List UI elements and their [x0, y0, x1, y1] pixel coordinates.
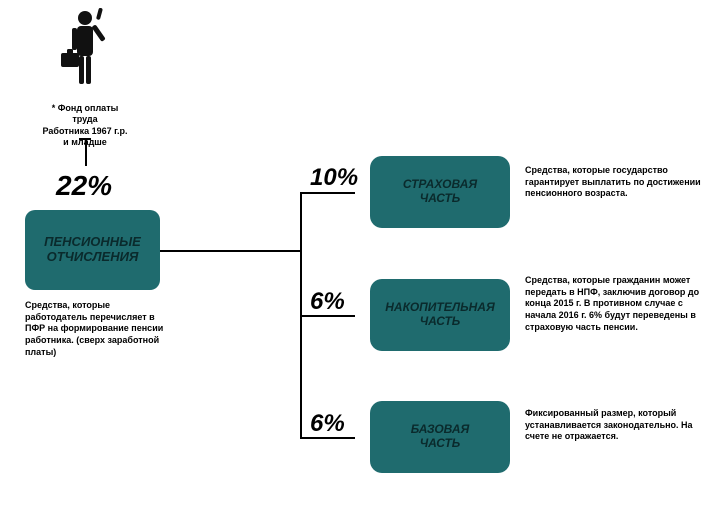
- card-1-l1: СТРАХОВАЯ: [403, 178, 477, 192]
- card-3-l1: БАЗОВАЯ: [411, 423, 470, 437]
- connector-branch-1: [300, 192, 355, 194]
- worker-icon: [55, 8, 115, 96]
- desc-base: Фиксированный размер, который устанавлив…: [525, 408, 705, 443]
- card-base: БАЗОВАЯ ЧАСТЬ: [370, 401, 510, 473]
- card-insurance: СТРАХОВАЯ ЧАСТЬ: [370, 156, 510, 228]
- connector-horizontal: [160, 250, 300, 252]
- branch-3-percent: 6%: [310, 410, 345, 438]
- main-card-pension: ПЕНСИОННЫЕ ОТЧИСЛЕНИЯ: [25, 210, 160, 290]
- connector-vertical-top: [85, 138, 87, 166]
- main-card-l2: ОТЧИСЛЕНИЯ: [44, 250, 141, 265]
- main-card-text: ПЕНСИОННЫЕ ОТЧИСЛЕНИЯ: [44, 235, 141, 265]
- desc-funded: Средства, которые гражданин может переда…: [525, 275, 705, 333]
- worker-header: * Фонд оплаты труда Работника 1967 г.р. …: [40, 8, 130, 148]
- card-funded-text: НАКОПИТЕЛЬНАЯ ЧАСТЬ: [385, 301, 494, 329]
- card-2-l2: ЧАСТЬ: [385, 315, 494, 329]
- card-1-l2: ЧАСТЬ: [403, 192, 477, 206]
- branch-2-percent: 6%: [310, 288, 345, 316]
- branch-1-percent: 10%: [310, 164, 358, 192]
- desc-insurance: Средства, которые государство гарантируе…: [525, 165, 705, 200]
- main-percent: 22%: [56, 170, 112, 202]
- caption-l2: Работника 1967 г.р.: [40, 126, 130, 137]
- card-2-l1: НАКОПИТЕЛЬНАЯ: [385, 301, 494, 315]
- card-insurance-text: СТРАХОВАЯ ЧАСТЬ: [403, 178, 477, 206]
- main-description: Средства, которые работодатель перечисля…: [25, 300, 165, 358]
- card-3-l2: ЧАСТЬ: [411, 437, 470, 451]
- card-funded: НАКОПИТЕЛЬНАЯ ЧАСТЬ: [370, 279, 510, 351]
- card-base-text: БАЗОВАЯ ЧАСТЬ: [411, 423, 470, 451]
- caption-l1: * Фонд оплаты труда: [40, 103, 130, 126]
- main-card-l1: ПЕНСИОННЫЕ: [44, 235, 141, 250]
